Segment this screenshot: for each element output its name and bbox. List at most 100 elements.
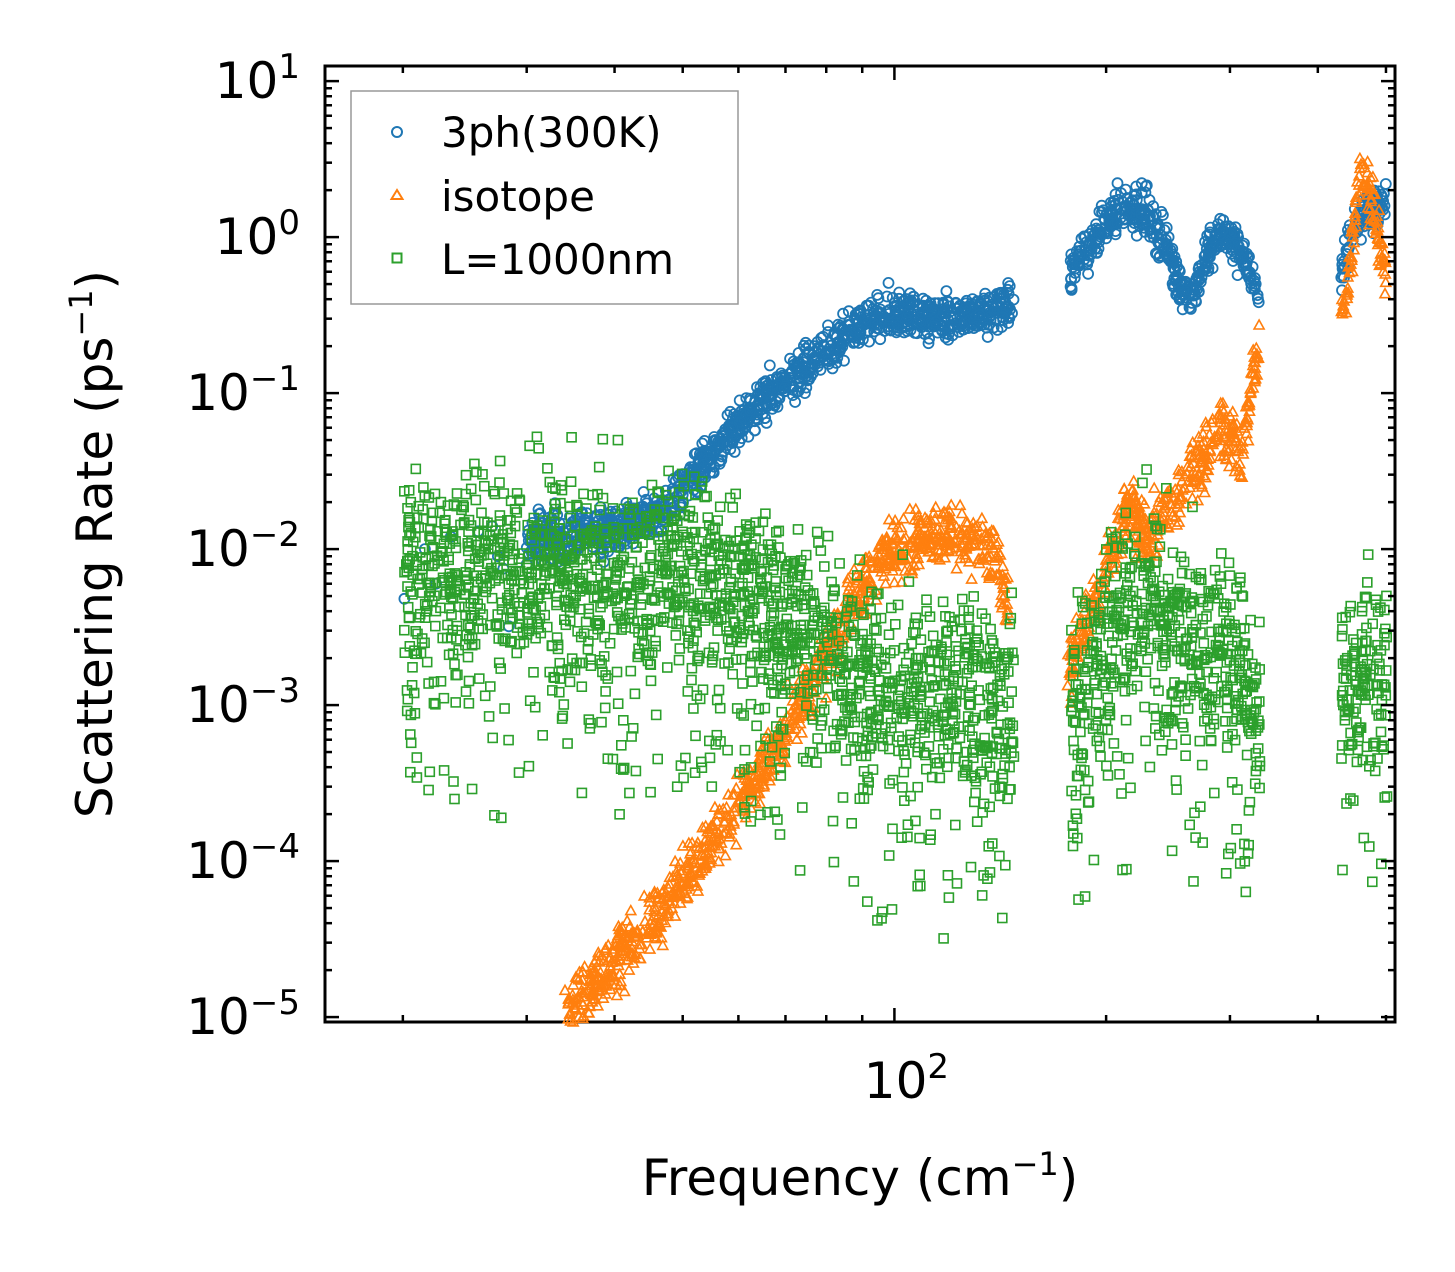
- data-point-isotope: [1369, 222, 1383, 234]
- data-point-l-1000nm: [531, 431, 543, 443]
- data-point-3ph-300k: [1379, 178, 1392, 190]
- data-point-isotope: [1347, 243, 1361, 255]
- data-point-3ph-300k: [1140, 179, 1153, 192]
- data-point-l-1000nm: [590, 533, 601, 544]
- data-point-3ph-300k: [1111, 177, 1124, 190]
- data-point-3ph-300k: [936, 324, 948, 337]
- data-point-l-1000nm: [878, 699, 890, 711]
- data-point-l-1000nm: [996, 663, 1007, 675]
- data-point-l-1000nm: [639, 562, 651, 574]
- data-point-l-1000nm: [976, 608, 988, 619]
- data-point-l-1000nm: [821, 615, 833, 627]
- data-point-3ph-300k: [755, 392, 768, 405]
- data-point-l-1000nm: [631, 577, 643, 589]
- data-point-3ph-300k: [795, 363, 808, 376]
- data-point-l-1000nm: [575, 545, 586, 556]
- data-point-isotope: [582, 1006, 596, 1018]
- data-point-l-1000nm: [896, 832, 907, 844]
- data-point-l-1000nm: [1004, 618, 1016, 630]
- data-point-l-1000nm: [711, 612, 722, 624]
- data-point-isotope: [1252, 318, 1266, 330]
- data-point-l-1000nm: [938, 680, 950, 691]
- data-point-isotope: [970, 530, 984, 542]
- data-point-l-1000nm: [614, 567, 626, 578]
- data-point-isotope: [587, 955, 601, 968]
- data-point-isotope: [601, 938, 615, 950]
- data-point-l-1000nm: [633, 648, 645, 660]
- data-point-3ph-300k: [833, 321, 846, 334]
- data-point-l-1000nm: [408, 687, 420, 699]
- data-point-l-1000nm: [671, 781, 683, 793]
- data-point-l-1000nm: [533, 442, 545, 454]
- data-point-l-1000nm: [588, 592, 600, 604]
- data-point-isotope: [719, 848, 732, 861]
- data-point-l-1000nm: [994, 850, 1005, 862]
- data-point-l-1000nm: [914, 832, 925, 844]
- data-point-3ph-300k: [958, 317, 971, 330]
- data-point-l-1000nm: [587, 489, 599, 501]
- data-point-l-1000nm: [530, 527, 542, 539]
- data-point-l-1000nm: [993, 733, 1005, 745]
- data-point-isotope: [897, 512, 910, 524]
- data-point-isotope: [879, 576, 892, 589]
- data-point-l-1000nm: [949, 819, 961, 831]
- data-point-3ph-300k: [1173, 263, 1185, 276]
- data-point-l-1000nm: [650, 709, 662, 721]
- data-point-l-1000nm: [438, 692, 450, 704]
- data-point-isotope: [854, 586, 868, 599]
- data-point-isotope: [748, 777, 762, 789]
- data-point-l-1000nm: [401, 565, 413, 577]
- data-point-isotope: [1073, 637, 1087, 650]
- data-point-isotope: [662, 877, 676, 889]
- data-point-l-1000nm: [476, 507, 487, 519]
- data-point-l-1000nm: [592, 623, 603, 635]
- data-point-l-1000nm: [660, 561, 672, 572]
- data-point-3ph-300k: [973, 308, 986, 321]
- data-point-isotope: [1349, 219, 1363, 232]
- data-point-isotope: [670, 865, 683, 877]
- data-point-l-1000nm: [502, 545, 513, 557]
- data-point-isotope: [899, 541, 913, 554]
- data-point-l-1000nm: [459, 601, 470, 613]
- data-point-3ph-300k: [696, 468, 709, 481]
- data-point-isotope: [790, 732, 804, 745]
- data-point-l-1000nm: [684, 505, 696, 517]
- data-point-isotope: [1070, 611, 1083, 623]
- data-point-isotope: [692, 841, 706, 854]
- data-point-isotope: [961, 531, 974, 543]
- data-point-l-1000nm: [651, 508, 662, 520]
- data-point-l-1000nm: [796, 802, 808, 813]
- data-point-isotope: [1202, 458, 1215, 470]
- data-point-isotope: [1199, 416, 1213, 428]
- data-point-isotope: [680, 856, 694, 869]
- data-point-isotope: [585, 966, 599, 979]
- data-point-3ph-300k: [939, 327, 952, 340]
- data-point-3ph-300k: [957, 323, 970, 336]
- data-point-l-1000nm: [435, 543, 447, 554]
- data-point-l-1000nm: [983, 840, 995, 852]
- data-point-l-1000nm: [662, 496, 674, 507]
- data-point-3ph-300k: [904, 287, 916, 300]
- data-point-l-1000nm: [895, 674, 907, 686]
- data-point-l-1000nm: [443, 649, 455, 661]
- data-point-l-1000nm: [477, 468, 488, 480]
- data-point-3ph-300k: [717, 437, 730, 450]
- data-point-isotope: [1357, 157, 1371, 169]
- data-point-3ph-300k: [1251, 289, 1264, 302]
- data-point-isotope: [623, 920, 637, 932]
- data-point-l-1000nm: [858, 609, 869, 621]
- data-point-3ph-300k: [778, 382, 791, 395]
- data-point-l-1000nm: [730, 654, 742, 665]
- data-point-isotope: [994, 573, 1007, 586]
- data-point-3ph-300k: [887, 321, 900, 334]
- data-point-isotope: [927, 549, 941, 561]
- data-point-l-1000nm: [701, 490, 712, 502]
- data-point-l-1000nm: [728, 550, 740, 562]
- data-point-3ph-300k: [1135, 207, 1148, 220]
- data-point-isotope: [618, 984, 631, 997]
- data-point-3ph-300k: [918, 327, 931, 340]
- data-point-isotope: [1222, 459, 1236, 472]
- data-point-3ph-300k: [875, 307, 887, 320]
- data-point-l-1000nm: [585, 717, 596, 729]
- data-point-l-1000nm: [1001, 653, 1013, 665]
